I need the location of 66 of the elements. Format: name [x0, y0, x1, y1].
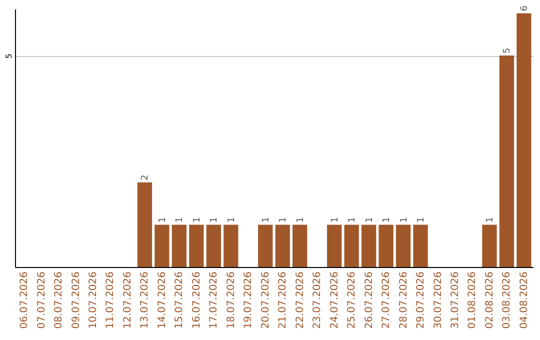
data-label: 1 [278, 216, 289, 223]
data-label: 1 [192, 216, 202, 223]
x-tick-label: 23.07.2026 [312, 272, 324, 329]
x-tick-label: 28.07.2026 [398, 272, 410, 329]
x-tick-label: 29.07.2026 [416, 272, 427, 329]
x-tick-label: 04.08.2026 [518, 272, 530, 329]
bar [482, 224, 497, 267]
data-label: 1 [296, 216, 306, 223]
x-tick-label: 13.07.2026 [140, 272, 151, 329]
x-tick-label: 09.07.2026 [70, 272, 82, 329]
x-tick-label: 11.07.2026 [105, 272, 116, 329]
data-label: 1 [261, 216, 272, 223]
bar [396, 224, 411, 267]
data-label: 6 [520, 5, 530, 12]
x-tick-label: 22.07.2026 [294, 272, 306, 329]
data-label: 1 [348, 216, 358, 223]
bar [378, 224, 394, 267]
x-tick-label: 06.07.2026 [19, 272, 30, 329]
data-label: 1 [210, 216, 220, 223]
x-tick-label: 31.07.2026 [450, 272, 461, 329]
bar [258, 224, 273, 267]
bar [275, 224, 290, 267]
x-tick-label: 18.07.2026 [226, 272, 237, 329]
x-tick-label: 10.07.2026 [88, 272, 99, 329]
bar [224, 224, 238, 267]
x-tick-label: 30.07.2026 [432, 272, 444, 329]
bar [327, 224, 342, 267]
data-label: 1 [485, 216, 496, 223]
data-label: 1 [399, 216, 410, 223]
bar [516, 13, 532, 267]
x-tick-label: 20.07.2026 [260, 272, 272, 329]
data-label: 1 [330, 216, 340, 223]
bar [361, 224, 376, 267]
data-label: 1 [382, 216, 392, 223]
x-tick-label: 03.08.2026 [502, 272, 513, 329]
x-tick-label: 12.07.2026 [122, 272, 134, 329]
x-tick-label: 24.07.2026 [329, 272, 340, 329]
x-tick-label: 17.07.2026 [208, 272, 220, 329]
x-tick-label: 27.07.2026 [381, 272, 392, 329]
x-tick-label: 02.08.2026 [484, 272, 496, 329]
data-label: 2 [140, 174, 151, 180]
bar [154, 224, 170, 267]
x-tick-label: 14.07.2026 [156, 272, 168, 329]
data-label: 1 [226, 216, 237, 223]
data-label: 1 [416, 216, 427, 223]
x-tick-label: 21.07.2026 [278, 272, 289, 329]
x-tick-label: 08.07.2026 [54, 272, 65, 329]
data-label: 1 [175, 216, 186, 223]
x-tick-label: 26.07.2026 [364, 272, 375, 329]
x-tick-label: 07.07.2026 [36, 272, 48, 329]
x-tick-label: 01.08.2026 [467, 272, 478, 329]
x-tick-label: 15.07.2026 [174, 272, 186, 329]
bar [499, 56, 514, 267]
bar [137, 182, 152, 267]
x-tick-label: 16.07.2026 [191, 272, 202, 329]
data-label: 5 [502, 48, 513, 54]
bar [189, 224, 204, 267]
bar [413, 224, 428, 267]
data-label: 1 [158, 216, 168, 223]
bar [172, 224, 187, 267]
bar [206, 224, 221, 267]
x-tick-label: 19.07.2026 [243, 272, 254, 329]
bar [344, 224, 359, 267]
data-label: 1 [364, 216, 375, 223]
x-tick-label: 25.07.2026 [346, 272, 358, 329]
bar [292, 224, 308, 267]
